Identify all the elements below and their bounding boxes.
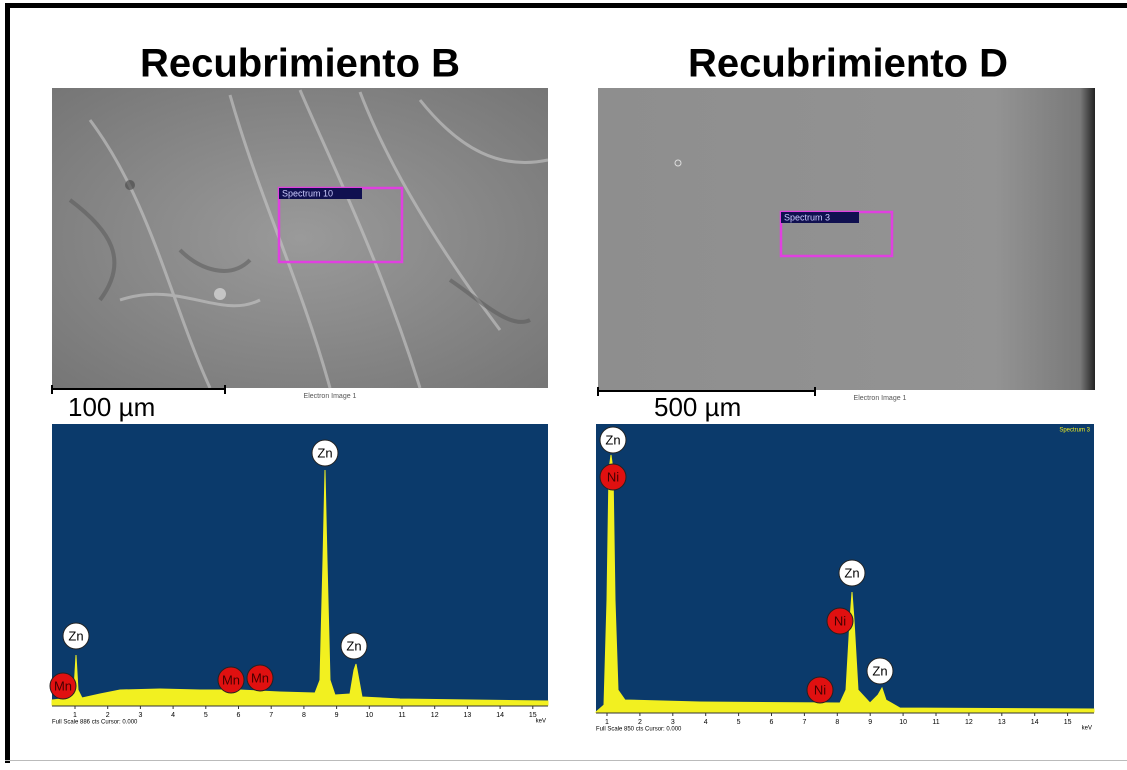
x-tick-label: 1 bbox=[605, 719, 609, 726]
image-caption: Electron Image 1 bbox=[304, 393, 357, 400]
x-tick-label: 12 bbox=[965, 719, 973, 726]
spectrum-corner-label: Spectrum 3 bbox=[1059, 428, 1090, 434]
peak-label: Mn bbox=[54, 678, 72, 693]
page: Recubrimiento B Recubrimiento D Spectrum… bbox=[0, 0, 1127, 770]
sem-image: Spectrum 10 bbox=[52, 88, 548, 388]
axis-unit: keV bbox=[1082, 726, 1092, 732]
image-caption: Electron Image 1 bbox=[854, 395, 907, 402]
spectrum-plot bbox=[52, 424, 548, 705]
x-tick-label: 13 bbox=[998, 719, 1006, 726]
peak-label: Zn bbox=[346, 638, 361, 653]
axis-unit: keV bbox=[536, 719, 546, 725]
x-tick-label: 1 bbox=[73, 712, 77, 719]
peak-label: Zn bbox=[872, 663, 887, 678]
x-tick-label: 14 bbox=[1031, 719, 1039, 726]
x-tick-label: 4 bbox=[704, 719, 708, 726]
x-tick-label: 8 bbox=[302, 712, 306, 719]
x-tick-label: 2 bbox=[106, 712, 110, 719]
panel-title: Recubrimiento B bbox=[140, 42, 460, 86]
x-tick-label: 6 bbox=[237, 712, 241, 719]
x-tick-label: 14 bbox=[496, 712, 504, 719]
peak-label: Mn bbox=[251, 670, 269, 685]
x-tick-label: 10 bbox=[365, 712, 373, 719]
scale-bar-label: 100 µm bbox=[68, 392, 155, 422]
peak-label: Ni bbox=[814, 682, 826, 697]
x-tick-label: 6 bbox=[770, 719, 774, 726]
peak-label: Mn bbox=[222, 672, 240, 687]
x-tick-label: 11 bbox=[398, 712, 405, 719]
spectrum-box-label: Spectrum 3 bbox=[784, 212, 830, 222]
frame bbox=[5, 3, 10, 763]
x-tick-label: 8 bbox=[835, 719, 839, 726]
peak-label: Zn bbox=[68, 628, 83, 643]
x-tick-label: 15 bbox=[1064, 719, 1072, 726]
peak-label: Ni bbox=[834, 613, 846, 628]
frame bbox=[5, 760, 1127, 761]
spectrum-footer: Full Scale 850 cts Cursor: 0.000 bbox=[596, 727, 682, 733]
figure: Recubrimiento B Recubrimiento D Spectrum… bbox=[0, 0, 1127, 770]
scale-bar-label: 500 µm bbox=[654, 392, 741, 422]
sem-image: Spectrum 3 bbox=[598, 88, 1095, 390]
x-tick-label: 11 bbox=[932, 719, 939, 726]
x-tick-label: 5 bbox=[737, 719, 741, 726]
x-tick-label: 13 bbox=[464, 712, 472, 719]
x-tick-label: 4 bbox=[171, 712, 175, 719]
panel-title: Recubrimiento D bbox=[688, 42, 1008, 86]
x-tick-label: 10 bbox=[899, 719, 907, 726]
peak-label: Zn bbox=[844, 565, 859, 580]
x-tick-label: 5 bbox=[204, 712, 208, 719]
x-tick-label: 3 bbox=[138, 712, 142, 719]
x-tick-label: 2 bbox=[638, 719, 642, 726]
frame bbox=[5, 3, 1127, 8]
peak-label: Zn bbox=[605, 432, 620, 447]
x-tick-label: 3 bbox=[671, 719, 675, 726]
x-tick-label: 9 bbox=[868, 719, 872, 726]
x-tick-label: 12 bbox=[431, 712, 439, 719]
peak-label: Ni bbox=[607, 469, 619, 484]
spectrum-footer: Full Scale 886 cts Cursor: 0.000 bbox=[52, 720, 138, 726]
x-tick-label: 7 bbox=[802, 719, 806, 726]
x-tick-label: 9 bbox=[335, 712, 339, 719]
peak-label: Zn bbox=[317, 445, 332, 460]
x-tick-label: 7 bbox=[269, 712, 273, 719]
spectrum-box-label: Spectrum 10 bbox=[282, 188, 333, 198]
